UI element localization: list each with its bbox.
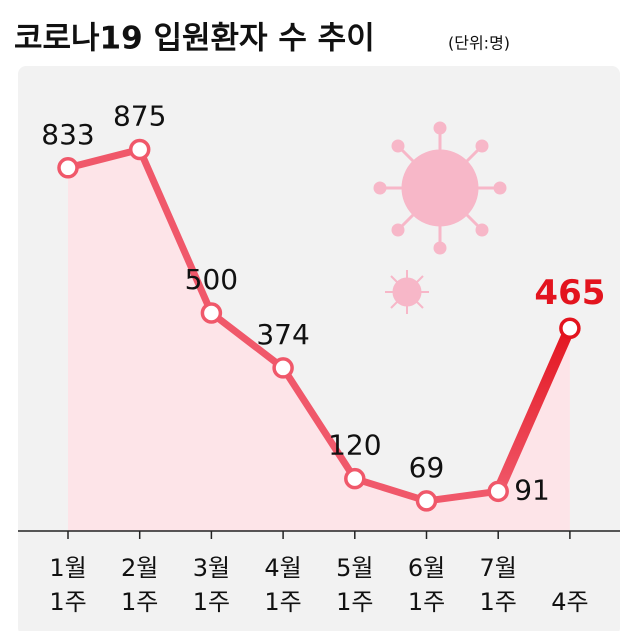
point [559, 317, 581, 340]
x-tick-label: 3월 1주 [192, 554, 231, 616]
value-label: 120 [328, 429, 381, 462]
x-tick-label: 4월 1주 [264, 554, 302, 616]
point [487, 480, 509, 503]
x-tick-label: 4주 [551, 588, 589, 616]
value-label: 91 [514, 473, 550, 506]
value-label: 69 [409, 451, 445, 484]
x-tick-label: 5월 1주 [336, 554, 374, 616]
x-tick-label: 1월 1주 [49, 554, 87, 616]
point [200, 302, 223, 324]
value-label: 875 [113, 100, 166, 133]
value-label: 833 [41, 118, 94, 151]
line [67, 146, 574, 505]
point [128, 138, 151, 161]
value-label: 465 [534, 273, 605, 313]
chart-title: 코로나19 입원환자 수 추이 [14, 21, 375, 57]
point [272, 357, 294, 379]
x-tick-label: 2월 1주 [121, 554, 159, 616]
value-label: 500 [185, 263, 238, 296]
point [344, 467, 366, 490]
area [68, 149, 570, 531]
highlight-segment [492, 322, 576, 497]
point [57, 157, 79, 179]
chart-subtitle: (단위:명) [448, 34, 510, 53]
point [415, 490, 438, 512]
x-tick-label: 7월 1주 [479, 554, 517, 616]
value-label: 374 [256, 318, 309, 351]
virus-icon [373, 121, 507, 314]
x-tick-label: 6월 1주 [407, 554, 446, 616]
